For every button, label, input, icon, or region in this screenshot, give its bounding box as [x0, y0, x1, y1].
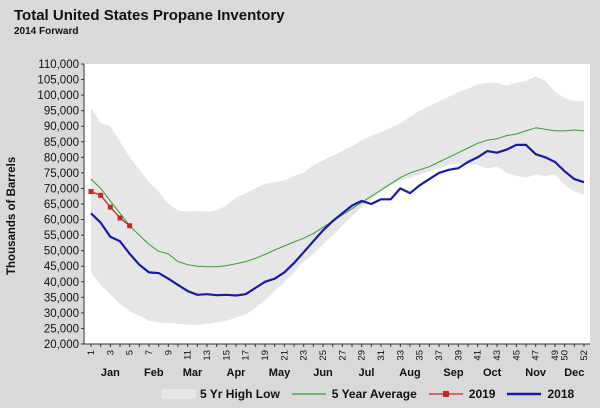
- legend-label-band: 5 Yr High Low: [200, 387, 280, 401]
- chart-title: Total United States Propane Inventory: [14, 7, 285, 24]
- y-tick-label: 105,000: [37, 75, 79, 87]
- month-label: Jul: [359, 367, 375, 379]
- x-tick-label: 13: [202, 350, 213, 361]
- month-label: Apr: [227, 367, 247, 379]
- legend-swatch-band: [162, 389, 196, 399]
- x-tick-label: 49: [550, 350, 561, 361]
- series-point-2019: [98, 192, 104, 198]
- x-tick-label: 11: [183, 350, 194, 360]
- legend-item-2018: 2018: [507, 387, 574, 401]
- y-tick-label: 80,000: [44, 152, 79, 164]
- x-tick-label: 33: [395, 350, 406, 361]
- y-tick-label: 30,000: [44, 308, 79, 320]
- chart-legend: 5 Yr High Low 5 Year Average 2019 2018: [162, 387, 586, 401]
- chart-subtitle: 2014 Forward: [14, 26, 79, 37]
- x-tick-label: 1: [86, 350, 97, 355]
- month-label: Dec: [564, 367, 584, 379]
- month-label: Jan: [101, 367, 120, 379]
- x-tick-label: 17: [241, 350, 252, 361]
- x-tick-label: 7: [144, 350, 155, 355]
- x-tick-label: 31: [376, 350, 387, 361]
- series-point-2019: [127, 223, 133, 229]
- month-label: Mar: [183, 367, 203, 379]
- y-tick-label: 70,000: [44, 183, 79, 195]
- y-tick-label: 100,000: [37, 90, 79, 102]
- x-tick-label: 5: [125, 350, 136, 355]
- legend-label-2018: 2018: [547, 387, 575, 401]
- x-tick-label: 43: [492, 350, 503, 361]
- y-tick-label: 20,000: [44, 339, 79, 351]
- y-tick-label: 95,000: [44, 106, 79, 118]
- x-tick-label: 27: [337, 350, 348, 361]
- x-tick-label: 23: [299, 350, 310, 361]
- month-label: Oct: [483, 367, 502, 379]
- x-tick-label: 25: [318, 350, 329, 361]
- y-tick-label: 45,000: [44, 261, 79, 273]
- month-label: May: [269, 367, 291, 379]
- y-tick-label: 85,000: [44, 137, 79, 149]
- legend-item-average: 5 Year Average: [291, 387, 417, 401]
- month-label: Nov: [525, 367, 547, 379]
- legend-swatch-2019: [428, 391, 463, 397]
- month-label: Sep: [443, 367, 463, 379]
- series-line-2018: [90, 143, 585, 297]
- series-point-2019: [107, 204, 113, 210]
- y-tick-label: 65,000: [44, 199, 79, 211]
- series-point-2019: [117, 215, 123, 221]
- x-tick-label: 37: [434, 350, 445, 361]
- y-tick-label: 90,000: [44, 121, 79, 133]
- month-label: Feb: [144, 367, 164, 379]
- y-tick-label: 35,000: [44, 292, 79, 304]
- series-point-2019: [88, 189, 94, 195]
- legend-item-band: 5 Yr High Low: [162, 387, 280, 401]
- y-tick-label: 25,000: [44, 323, 79, 335]
- legend-swatch-average: [291, 393, 326, 395]
- legend-label-2019: 2019: [468, 387, 496, 401]
- y-tick-label: 50,000: [44, 246, 79, 258]
- y-tick-label: 110,000: [38, 59, 79, 71]
- x-tick-label: 52: [579, 350, 590, 361]
- month-label: Aug: [399, 367, 420, 379]
- x-tick-label: 29: [357, 350, 368, 361]
- y-tick-label: 40,000: [44, 277, 79, 289]
- band-high-low: [91, 76, 584, 326]
- x-tick-label: 50: [560, 350, 571, 361]
- y-tick-label: 60,000: [44, 215, 79, 227]
- x-tick-label: 3: [105, 350, 116, 355]
- y-tick-label: 55,000: [44, 230, 79, 242]
- x-tick-label: 21: [279, 350, 290, 361]
- x-tick-label: 35: [415, 350, 426, 361]
- legend-item-2019: 2019: [428, 387, 496, 401]
- x-tick-label: 15: [221, 350, 232, 361]
- x-tick-label: 19: [260, 350, 271, 361]
- legend-label-average: 5 Year Average: [331, 387, 417, 401]
- x-tick-label: 39: [453, 350, 464, 361]
- y-tick-label: 75,000: [44, 168, 79, 180]
- x-tick-label: 45: [511, 350, 522, 361]
- month-label: Jun: [313, 367, 333, 379]
- x-tick-label: 9: [163, 350, 174, 355]
- x-tick-label: 41: [473, 350, 484, 361]
- legend-swatch-2018: [507, 392, 542, 396]
- x-tick-label: 47: [531, 350, 542, 361]
